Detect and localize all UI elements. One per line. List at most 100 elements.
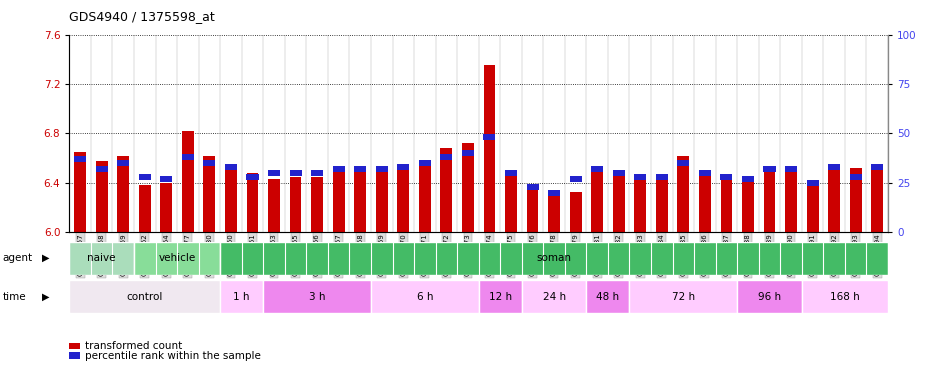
Bar: [264, 280, 371, 313]
Text: ▶: ▶: [42, 291, 49, 302]
FancyBboxPatch shape: [612, 170, 624, 176]
Text: 96 h: 96 h: [758, 291, 781, 302]
Text: 12 h: 12 h: [488, 291, 512, 302]
FancyBboxPatch shape: [505, 170, 517, 176]
Bar: [419, 161, 431, 232]
FancyBboxPatch shape: [333, 166, 345, 172]
FancyBboxPatch shape: [225, 164, 237, 170]
FancyBboxPatch shape: [354, 166, 366, 172]
Bar: [69, 280, 220, 313]
Bar: [290, 177, 302, 232]
Bar: [117, 156, 130, 232]
Bar: [376, 168, 388, 232]
Text: percentile rank within the sample: percentile rank within the sample: [85, 351, 261, 361]
FancyBboxPatch shape: [160, 176, 172, 182]
Bar: [737, 280, 802, 313]
Text: 72 h: 72 h: [672, 291, 695, 302]
FancyBboxPatch shape: [440, 154, 452, 160]
Bar: [612, 173, 624, 232]
Bar: [656, 177, 668, 232]
Text: vehicle: vehicle: [158, 253, 196, 263]
FancyBboxPatch shape: [95, 166, 107, 172]
Bar: [160, 183, 172, 232]
Bar: [721, 177, 733, 232]
Bar: [134, 242, 220, 275]
Bar: [225, 164, 237, 232]
Bar: [526, 189, 538, 232]
Bar: [586, 280, 630, 313]
Bar: [268, 179, 280, 232]
Bar: [69, 242, 134, 275]
Bar: [333, 170, 345, 232]
Text: 3 h: 3 h: [309, 291, 326, 302]
Bar: [484, 65, 496, 232]
Bar: [699, 170, 710, 232]
FancyBboxPatch shape: [139, 174, 151, 180]
Text: agent: agent: [3, 253, 33, 263]
Bar: [220, 280, 264, 313]
FancyBboxPatch shape: [462, 150, 474, 156]
FancyBboxPatch shape: [246, 174, 258, 180]
Text: soman: soman: [536, 253, 572, 263]
FancyBboxPatch shape: [742, 176, 754, 182]
Bar: [204, 156, 216, 232]
Bar: [591, 168, 603, 232]
Bar: [247, 173, 258, 232]
Bar: [182, 131, 193, 232]
Bar: [96, 161, 107, 232]
Bar: [479, 280, 522, 313]
Bar: [440, 148, 452, 232]
FancyBboxPatch shape: [677, 160, 689, 166]
Bar: [871, 164, 883, 232]
FancyBboxPatch shape: [419, 160, 431, 166]
Text: control: control: [127, 291, 163, 302]
FancyBboxPatch shape: [182, 154, 194, 160]
FancyBboxPatch shape: [656, 174, 668, 180]
Text: 48 h: 48 h: [597, 291, 620, 302]
FancyBboxPatch shape: [268, 170, 280, 176]
Text: ▶: ▶: [42, 253, 49, 263]
Bar: [505, 173, 517, 232]
FancyBboxPatch shape: [591, 166, 603, 172]
Bar: [807, 180, 819, 232]
Bar: [549, 192, 560, 232]
Text: naive: naive: [88, 253, 116, 263]
FancyBboxPatch shape: [721, 174, 733, 180]
Bar: [802, 280, 888, 313]
FancyBboxPatch shape: [397, 164, 410, 170]
FancyBboxPatch shape: [763, 166, 775, 172]
Text: 1 h: 1 h: [233, 291, 250, 302]
Text: time: time: [3, 291, 27, 302]
Text: 24 h: 24 h: [543, 291, 566, 302]
FancyBboxPatch shape: [526, 184, 538, 190]
Bar: [850, 168, 861, 232]
FancyBboxPatch shape: [204, 160, 216, 166]
FancyBboxPatch shape: [570, 176, 582, 182]
Text: transformed count: transformed count: [85, 341, 182, 351]
Bar: [139, 185, 151, 232]
FancyBboxPatch shape: [785, 166, 797, 172]
FancyBboxPatch shape: [290, 170, 302, 176]
Bar: [677, 156, 689, 232]
Bar: [635, 177, 647, 232]
FancyBboxPatch shape: [484, 134, 496, 141]
Bar: [462, 143, 474, 232]
Bar: [828, 164, 840, 232]
FancyBboxPatch shape: [699, 170, 711, 176]
Bar: [398, 164, 409, 232]
Text: GDS4940 / 1375598_at: GDS4940 / 1375598_at: [69, 10, 216, 23]
Bar: [311, 177, 323, 232]
Bar: [785, 168, 797, 232]
FancyBboxPatch shape: [635, 174, 647, 180]
FancyBboxPatch shape: [828, 164, 840, 170]
Bar: [742, 177, 754, 232]
FancyBboxPatch shape: [871, 164, 883, 170]
Text: 6 h: 6 h: [416, 291, 433, 302]
FancyBboxPatch shape: [548, 190, 561, 196]
FancyBboxPatch shape: [117, 160, 130, 166]
Bar: [522, 280, 586, 313]
Bar: [371, 280, 479, 313]
Bar: [630, 280, 737, 313]
FancyBboxPatch shape: [807, 180, 819, 186]
FancyBboxPatch shape: [311, 170, 323, 176]
